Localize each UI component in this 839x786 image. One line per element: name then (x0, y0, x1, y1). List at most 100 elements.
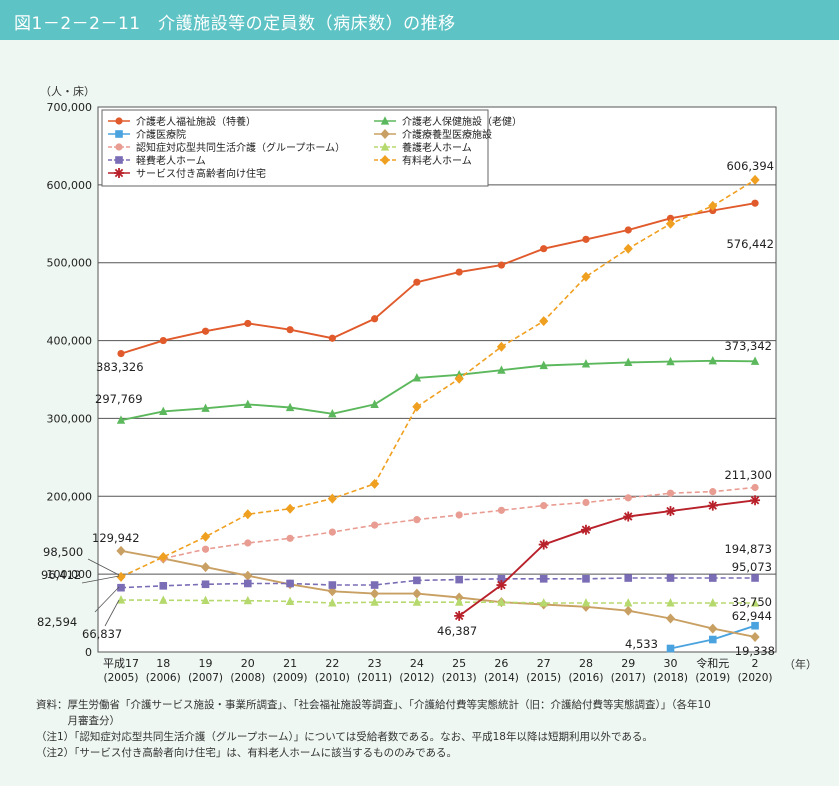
data-point (370, 588, 380, 599)
data-point (623, 511, 634, 522)
x-tick-label: 29 (621, 657, 635, 670)
data-label: 82,594 (37, 615, 77, 629)
note-source: 資料：厚生労働省「介護サービス施設・事業所調査」、「社会福祉施設等調査」、「介護… (36, 699, 711, 711)
data-point (201, 403, 210, 412)
legend-item: 介護老人福祉施設（特養） (108, 115, 256, 128)
series-line (458, 499, 756, 617)
legend-item: 介護老人保健施設（老健） (374, 115, 522, 128)
x-tick-label: 令和元 (696, 656, 729, 670)
data-point (116, 571, 126, 582)
data-point (623, 243, 633, 254)
data-point (286, 326, 294, 334)
legend-item: サービス付き高齢者向け住宅 (108, 167, 266, 180)
data-point (708, 623, 718, 634)
marker-stroke (539, 540, 548, 549)
data-point (707, 500, 718, 511)
data-point (328, 408, 337, 418)
data-point (201, 327, 210, 335)
data-point (286, 579, 294, 588)
data-point (370, 399, 379, 409)
legend-item: 有料老人ホーム (374, 154, 472, 167)
data-point (201, 545, 210, 553)
data-point (666, 644, 675, 653)
legend-label: 介護医療院 (136, 128, 186, 141)
marker-stroke (750, 496, 760, 505)
data-point (285, 503, 295, 514)
data-point (751, 574, 759, 582)
data-point (751, 483, 759, 492)
data-point (665, 218, 676, 229)
marker-stroke (666, 506, 675, 516)
data-point (412, 401, 422, 412)
data-point (708, 356, 717, 365)
marker-stroke (114, 168, 124, 178)
data-point (666, 598, 675, 607)
data-point (370, 478, 380, 489)
series-8 (454, 495, 761, 621)
data-label: 297,769 (95, 392, 143, 406)
data-label: 96,412 (41, 568, 81, 582)
data-point (327, 586, 337, 597)
data-label: 95,073 (732, 560, 772, 574)
plot-area (97, 106, 777, 653)
data-label: 383,326 (96, 360, 144, 374)
data-point (116, 595, 126, 604)
data-label: 194,873 (724, 542, 772, 556)
x-tick-label: 19 (199, 657, 213, 670)
data-point (413, 278, 421, 286)
x-tick-year: (2009) (273, 672, 308, 684)
data-point (581, 598, 591, 607)
data-point (116, 545, 126, 556)
data-point (159, 336, 167, 345)
data-label: 4,533 (625, 637, 658, 651)
data-point (371, 315, 379, 323)
leader-line (87, 558, 120, 576)
data-point (665, 506, 676, 517)
data-point (412, 373, 422, 382)
series-6 (117, 574, 759, 592)
x-tick-label: 28 (579, 657, 593, 670)
data-point (285, 596, 295, 605)
data-point (624, 226, 632, 234)
x-tick-label: 30 (664, 657, 678, 670)
data-point (370, 581, 379, 589)
data-point (497, 575, 506, 583)
leader-line (94, 586, 120, 613)
marker-stroke (581, 525, 591, 535)
data-point (497, 365, 506, 374)
data-point (455, 575, 463, 584)
data-point (750, 356, 760, 365)
data-point (709, 488, 717, 496)
data-point (708, 635, 717, 644)
data-point (327, 493, 337, 504)
data-label: 373,342 (724, 339, 772, 353)
legend-marker (380, 116, 390, 125)
x-tick-label: 21 (283, 657, 297, 670)
data-point (666, 574, 675, 582)
data-label: 576,442 (726, 237, 774, 251)
data-point (117, 349, 125, 358)
line-chart: 0 100,000 200,000 300,000 400,000 500,000 600,… (37, 84, 817, 684)
series-line (120, 577, 756, 589)
title-bar: 図1－2－2－11 介護施設等の定員数（病床数）の推移 (0, 0, 839, 40)
x-tick-year: (2006) (146, 672, 181, 684)
leader-line (104, 599, 120, 627)
data-label: 46,387 (437, 624, 477, 638)
data-label: 66,837 (82, 627, 122, 641)
data-point (750, 495, 761, 506)
data-point (750, 598, 760, 607)
x-tick-label: 20 (241, 657, 255, 670)
data-point (581, 271, 591, 282)
data-point (328, 598, 337, 607)
x-tick-label: 22 (325, 657, 339, 670)
data-point (200, 531, 211, 542)
legend-label: 認知症対応型共同生活介護（グループホーム） (136, 141, 345, 154)
data-point (243, 595, 253, 605)
data-point (666, 214, 675, 222)
x-tick-label: 25 (452, 657, 466, 670)
data-point (751, 199, 759, 207)
series-0 (117, 199, 759, 358)
data-point (454, 373, 464, 384)
data-point (243, 399, 253, 409)
